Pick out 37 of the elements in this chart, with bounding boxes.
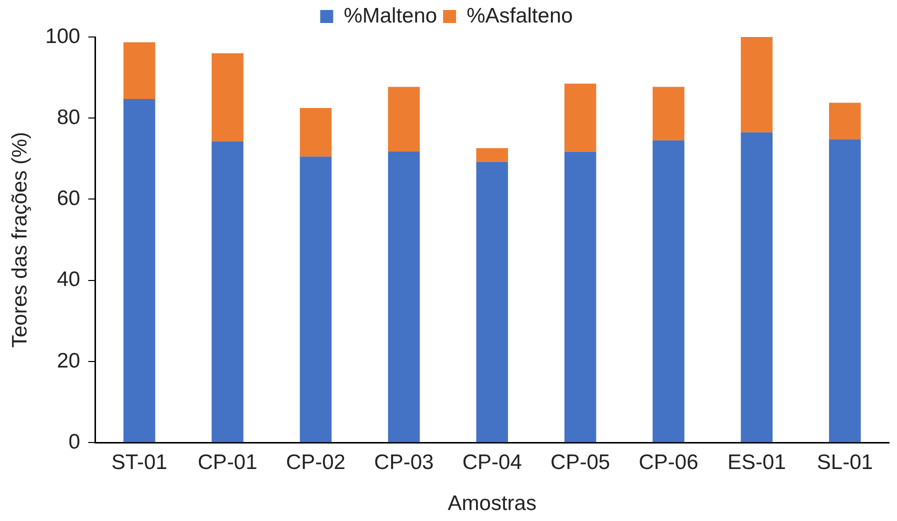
bar [740, 37, 773, 132]
x-tick-label: CP-03 [374, 450, 434, 474]
legend-label: %Malteno [344, 4, 438, 28]
y-tick-label: 60 [56, 187, 80, 210]
x-tick-label: CP-06 [638, 450, 698, 474]
bar [300, 108, 332, 157]
bar [476, 162, 508, 442]
x-axis-title: Amostras [448, 492, 536, 516]
y-axis-title: Teores das frações (%) [8, 132, 32, 348]
bar [652, 140, 684, 442]
bar [476, 148, 508, 162]
bar [123, 42, 156, 100]
x-tick-label: CP-02 [286, 450, 346, 474]
bar [300, 156, 332, 442]
y-tick-label: 40 [56, 268, 80, 292]
x-tick-label: CP-05 [550, 450, 610, 474]
x-tick-label: ES-01 [728, 450, 786, 474]
bar [564, 84, 596, 152]
y-tick-label: 100 [45, 24, 80, 48]
legend-label: %Asfalteno [466, 4, 573, 28]
bar [388, 151, 420, 442]
bar [652, 86, 684, 140]
bar [829, 139, 861, 442]
bar [388, 86, 420, 152]
y-tick-label: 80 [56, 106, 80, 129]
bar [564, 152, 596, 442]
bar [123, 99, 156, 442]
bar [829, 102, 861, 140]
y-tick-label: 0 [68, 430, 80, 454]
x-tick-label: SL-01 [816, 450, 873, 474]
y-tick-label: 20 [56, 349, 80, 372]
bar [212, 141, 244, 442]
bar [740, 132, 773, 442]
x-tick-label: ST-01 [111, 450, 168, 474]
x-tick-label: CP-04 [462, 450, 522, 474]
x-tick-label: CP-01 [198, 450, 258, 474]
bar [212, 53, 244, 142]
